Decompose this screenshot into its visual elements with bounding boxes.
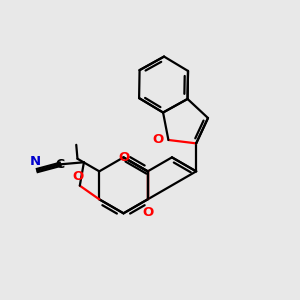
Text: O: O: [73, 170, 84, 183]
Text: O: O: [118, 151, 129, 164]
Text: C: C: [56, 158, 65, 171]
Text: O: O: [143, 206, 154, 219]
Text: O: O: [153, 134, 164, 146]
Text: N: N: [30, 154, 41, 167]
